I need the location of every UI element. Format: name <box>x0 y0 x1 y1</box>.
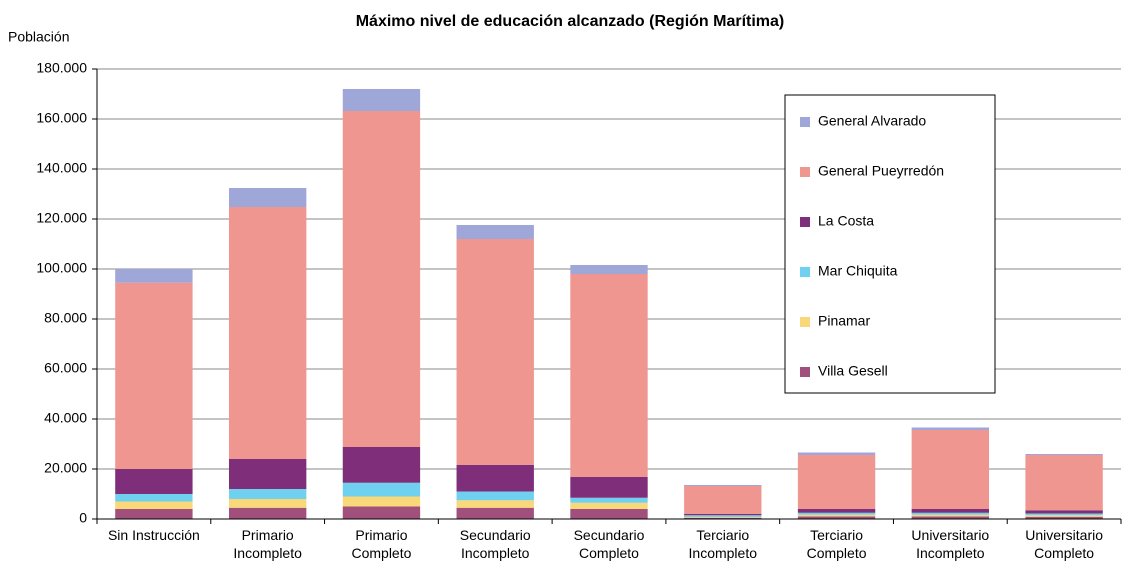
bar-segment <box>115 282 193 469</box>
bar-segment <box>342 111 421 447</box>
legend-box <box>784 94 996 394</box>
y-tick-label: 60.000 <box>44 360 87 376</box>
bar-segment <box>456 465 534 492</box>
bar-segment <box>1025 510 1103 514</box>
bar-segment <box>797 514 876 517</box>
bar-segment <box>911 427 990 430</box>
bar-segment <box>1025 516 1103 519</box>
bar-segment <box>684 517 762 518</box>
bar-segment <box>797 512 876 515</box>
bar-segment <box>684 517 762 519</box>
bar-segment <box>911 430 990 509</box>
bar-segment <box>456 507 534 519</box>
bar-segment <box>1025 455 1103 511</box>
bar-segment <box>1025 515 1103 517</box>
y-tick-label: 120.000 <box>36 210 87 226</box>
bar-segment <box>228 188 307 207</box>
bar-segment <box>684 515 762 517</box>
y-axis-label: Población <box>8 29 70 45</box>
bar-segment <box>911 516 990 519</box>
bar-segment <box>115 494 193 502</box>
bar-segment <box>342 447 421 483</box>
y-tick-label: 180.000 <box>36 60 87 76</box>
chart-title: Máximo nivel de educación alcanzado (Reg… <box>356 13 785 30</box>
x-tick-label: Primario Completo <box>351 527 412 561</box>
y-tick-label: 0 <box>79 510 87 526</box>
bar-segment <box>115 469 193 494</box>
bar-segment <box>456 225 534 239</box>
bar-segment <box>570 265 648 274</box>
bar-segment <box>570 502 648 509</box>
bar-segment <box>797 455 876 509</box>
bar-segment <box>342 506 421 519</box>
legend-label: General Alvarado <box>818 113 926 129</box>
x-tick-label: Secundario Incompleto <box>459 527 531 561</box>
legend-marker <box>800 267 810 277</box>
bar-segment <box>228 489 307 499</box>
x-tick-label: Secundario Completo <box>573 527 645 561</box>
bar-segment <box>228 459 307 489</box>
x-tick-label: Universitario Completo <box>1025 527 1104 561</box>
bar-segment <box>684 485 762 486</box>
legend-marker <box>800 117 810 127</box>
bar-segment <box>115 509 193 519</box>
y-tick-label: 140.000 <box>36 160 87 176</box>
bar-segment <box>684 514 762 516</box>
bar-segment <box>570 477 648 498</box>
x-tick-label: Primario Incompleto <box>233 527 302 561</box>
bar-segment <box>342 482 421 497</box>
bar-segment <box>228 207 307 459</box>
bar-segment <box>570 509 648 519</box>
bar-segment <box>911 514 990 517</box>
bar-segment <box>684 486 762 514</box>
legend-label: Mar Chiquita <box>818 263 898 279</box>
legend-marker <box>800 367 810 377</box>
y-tick-label: 20.000 <box>44 460 87 476</box>
bar-segment <box>797 509 876 513</box>
bar-segment <box>570 497 648 503</box>
bar-segment <box>911 509 990 513</box>
bar-segment <box>228 499 307 508</box>
legend-marker <box>800 217 810 227</box>
y-tick-label: 160.000 <box>36 110 87 126</box>
x-tick-label: Sin Instrucción <box>107 527 200 543</box>
legend-label: Pinamar <box>818 313 870 329</box>
bar-segment <box>797 452 876 455</box>
bar-segment <box>228 507 307 519</box>
y-tick-label: 40.000 <box>44 410 87 426</box>
x-tick-label: Universitario Incompleto <box>911 527 990 561</box>
bar-segment <box>456 239 534 465</box>
legend-label: Villa Gesell <box>818 363 888 379</box>
legend-label: General Pueyrredón <box>818 163 944 179</box>
y-tick-label: 80.000 <box>44 310 87 326</box>
bar-segment <box>1025 454 1103 455</box>
bar-segment <box>342 89 421 111</box>
y-tick-label: 100.000 <box>36 260 87 276</box>
bar-segment <box>342 496 421 507</box>
bar-segment <box>456 491 534 501</box>
bar-segment <box>570 274 648 477</box>
bar-segment <box>911 512 990 515</box>
bar-segment <box>115 501 193 509</box>
legend-label: La Costa <box>818 213 874 229</box>
bar-segment <box>115 269 193 283</box>
bar-segment <box>456 500 534 508</box>
x-tick-label: Terciario Completo <box>806 527 867 561</box>
x-tick-label: Terciario Incompleto <box>688 527 757 561</box>
legend-marker <box>800 317 810 327</box>
legend-marker <box>800 167 810 177</box>
bar-segment <box>1025 513 1103 516</box>
bar-segment <box>797 516 876 519</box>
